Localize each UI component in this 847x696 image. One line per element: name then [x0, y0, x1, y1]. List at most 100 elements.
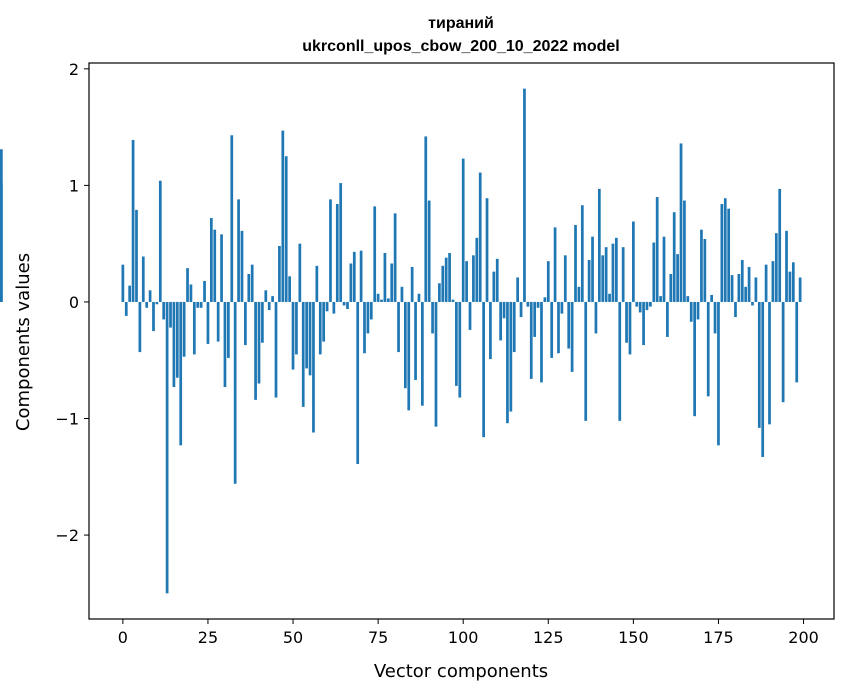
- bar-53: [301, 301, 305, 407]
- bar-171: [703, 239, 707, 302]
- bar-11: [158, 180, 162, 302]
- bar-123: [540, 301, 543, 383]
- bar-168: [693, 301, 696, 417]
- bar-133: [574, 225, 577, 302]
- bar-117: [519, 301, 523, 318]
- bar-102: [468, 301, 472, 330]
- bar-25: [206, 301, 210, 344]
- bar-43: [267, 301, 271, 311]
- bar-196: [788, 271, 792, 302]
- bar-136: [584, 301, 588, 421]
- bar-161: [669, 273, 673, 302]
- bar-100: [461, 158, 465, 302]
- bar-91: [431, 301, 434, 334]
- bar-81: [397, 301, 400, 353]
- bar-28: [216, 301, 220, 342]
- bar-31: [227, 301, 230, 358]
- bar-73: [369, 301, 373, 320]
- bar-34: [237, 199, 240, 302]
- bar-77: [383, 253, 387, 302]
- bar-48: [284, 156, 288, 302]
- bar-69: [356, 301, 360, 464]
- bar-13: [165, 301, 169, 594]
- bar-74: [373, 206, 377, 302]
- bar-155: [649, 301, 652, 307]
- bar-8: [148, 290, 152, 302]
- x-tick-label: 50: [283, 628, 303, 647]
- bar-162: [672, 212, 676, 302]
- bar-128: [557, 301, 560, 354]
- x-tick-label: 0: [118, 628, 128, 647]
- bar-58: [318, 301, 322, 355]
- bar-80: [393, 213, 397, 302]
- bar-170: [700, 229, 703, 302]
- bar-111: [499, 301, 502, 341]
- bar-108: [489, 301, 492, 360]
- x-tick-label: 25: [198, 628, 218, 647]
- bar-180: [734, 301, 737, 318]
- bar-3: [131, 139, 135, 302]
- bar-36: [244, 301, 247, 346]
- bar-7: [145, 301, 149, 308]
- x-axis-ticks: 0 25 50 75 100 125 150 175 200: [118, 619, 819, 647]
- bar-114: [509, 301, 513, 412]
- bar-26: [209, 218, 213, 302]
- bar-106: [482, 301, 485, 438]
- bar-27: [213, 229, 217, 302]
- bar-59: [322, 301, 326, 342]
- chart-title-line1: тираний: [428, 15, 494, 32]
- x-tick-label: 125: [533, 628, 564, 647]
- bar-166: [686, 296, 690, 302]
- bar-115: [512, 301, 516, 353]
- bar-71: [363, 301, 366, 354]
- bar-21: [192, 301, 196, 355]
- bar-119: [526, 301, 530, 307]
- bar-131: [567, 301, 571, 349]
- bar-75: [376, 293, 380, 302]
- bar-184: [747, 266, 751, 302]
- bar-198: [795, 301, 799, 383]
- bar-51: [295, 301, 298, 355]
- bar-99: [458, 301, 462, 398]
- bar-41: [261, 301, 264, 343]
- bar-121: [533, 301, 537, 337]
- bar-143: [608, 293, 611, 302]
- bar-187: [757, 301, 761, 428]
- bar-undefined: [0, 183, 3, 302]
- bar-156: [652, 242, 656, 302]
- bar-125: [546, 261, 550, 302]
- bar-64: [339, 183, 343, 302]
- chart-title-line2: ukrconll_upos_cbow_200_10_2022 model: [302, 38, 619, 55]
- bar-42: [264, 290, 268, 302]
- bar-152: [638, 301, 642, 313]
- bar-22: [196, 301, 200, 308]
- bar-189: [764, 264, 768, 302]
- bar-163: [676, 254, 679, 302]
- x-tick-label: 100: [448, 628, 479, 647]
- bar-57: [315, 265, 319, 302]
- plot-frame: [88, 62, 835, 620]
- bar-107: [485, 198, 489, 302]
- bar-49: [288, 276, 291, 302]
- bar-146: [618, 301, 622, 421]
- bar-160: [666, 301, 669, 337]
- bar-23: [199, 301, 203, 308]
- bar-35: [240, 230, 244, 302]
- bar-33: [233, 301, 237, 484]
- bar-4: [135, 209, 138, 302]
- bar-175: [717, 301, 720, 446]
- bar-65: [342, 301, 346, 306]
- bar-185: [751, 301, 754, 306]
- bar-56: [312, 301, 315, 433]
- bar-95: [444, 257, 448, 302]
- x-tick-label: 75: [368, 628, 388, 647]
- bar-83: [403, 301, 407, 389]
- y-tick-label: 1: [69, 176, 79, 195]
- bar-39: [254, 301, 257, 400]
- bar-116: [516, 277, 520, 302]
- bar-6: [141, 256, 145, 302]
- bar-61: [329, 199, 332, 302]
- bar-159: [662, 236, 666, 302]
- bar-192: [774, 233, 778, 302]
